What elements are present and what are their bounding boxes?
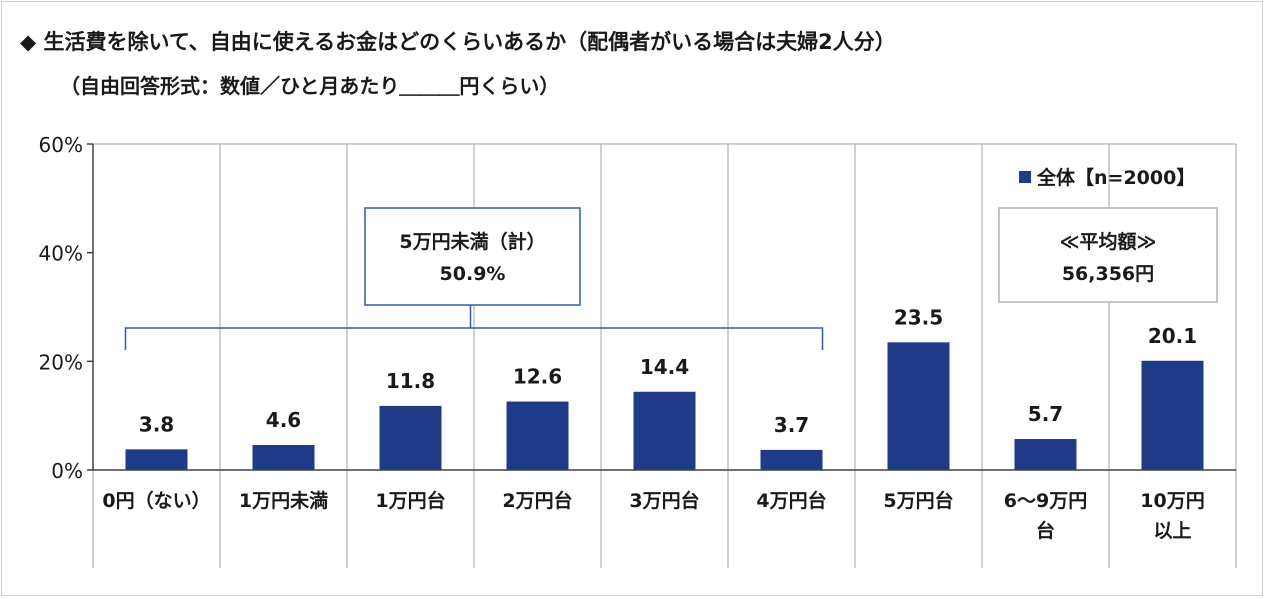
bar-value-label: 3.7: [774, 413, 809, 437]
group-total-value: 50.9%: [440, 263, 506, 285]
bar-value-label: 3.8: [139, 412, 174, 436]
category-label: 0円（ない）: [102, 489, 210, 512]
category-label: 以上: [1153, 520, 1191, 542]
category-label: 6～9万円: [1004, 490, 1087, 512]
legend-label: 全体【n=2000】: [1036, 166, 1195, 189]
y-tick-label: 60%: [39, 133, 83, 157]
category-label: 台: [1036, 519, 1055, 542]
bar-value-label: 23.5: [894, 305, 943, 329]
bar: [760, 449, 823, 470]
y-tick-label: 40%: [39, 242, 83, 266]
bar-value-label: 14.4: [640, 355, 689, 379]
legend-swatch: [1019, 171, 1031, 183]
category-label: 1万円未満: [239, 489, 328, 512]
bar: [1141, 360, 1204, 470]
average-box: [998, 207, 1218, 303]
bar: [379, 405, 442, 470]
bar: [887, 342, 950, 470]
bar-value-label: 12.6: [513, 365, 562, 389]
bar-value-label: 20.1: [1148, 324, 1197, 348]
average-label: ≪平均額≫: [1060, 230, 1157, 253]
category-label: 4万円台: [756, 489, 826, 512]
category-label: 5万円台: [883, 489, 953, 512]
bar-value-label: 5.7: [1028, 402, 1063, 426]
y-tick-label: 20%: [39, 350, 83, 374]
average-value: 56,356円: [1062, 263, 1154, 285]
bar: [125, 449, 188, 470]
bar-value-label: 4.6: [266, 408, 301, 432]
group-bracket: [124, 327, 824, 350]
bar-value-label: 11.8: [386, 369, 435, 393]
chart-title: ◆ 生活費を除いて、自由に使えるお金はどのくらいあるか（配偶者がいる場合は夫婦2…: [20, 30, 896, 54]
bar: [1014, 439, 1077, 470]
y-tick-label: 0%: [51, 459, 83, 483]
bar: [633, 391, 696, 470]
category-label: 3万円台: [629, 489, 699, 512]
bar: [252, 445, 315, 470]
chart-subtitle: （自由回答形式：数値／ひと月あたり＿＿＿円くらい）: [60, 74, 560, 98]
group-total-label: 5万円未満（計）: [399, 230, 545, 253]
category-label: 1万円台: [375, 489, 445, 512]
category-label: 2万円台: [502, 489, 572, 512]
bar: [506, 401, 569, 470]
group-total-box: [364, 207, 581, 306]
category-label: 10万円: [1140, 490, 1204, 512]
